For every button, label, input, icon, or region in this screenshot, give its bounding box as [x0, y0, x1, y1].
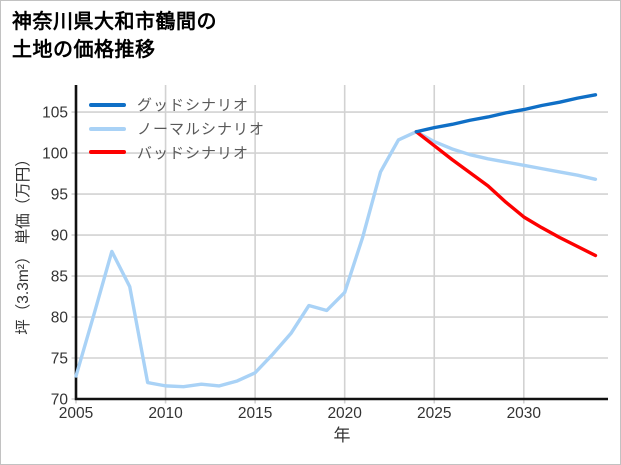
svg-text:2015: 2015: [238, 405, 272, 422]
svg-text:75: 75: [51, 351, 68, 368]
svg-text:2030: 2030: [507, 405, 542, 422]
y-axis-label: 坪（3.3m²） 単価（万円）: [15, 151, 32, 335]
normal-scenario-line-swatch: [89, 126, 126, 131]
svg-text:70: 70: [51, 392, 69, 409]
svg-text:95: 95: [51, 187, 68, 204]
svg-text:80: 80: [51, 310, 69, 327]
legend-item-good-scenario: グッドシナリオ: [89, 93, 265, 117]
legend-item-bad-scenario: バッドシナリオ: [89, 140, 265, 164]
svg-text:105: 105: [42, 105, 68, 122]
chart-title-line1: 神奈川県大和市鶴間の: [12, 11, 217, 33]
svg-text:2020: 2020: [327, 405, 362, 422]
x-axis-label: 年: [333, 426, 351, 445]
svg-text:85: 85: [51, 269, 68, 286]
svg-text:2010: 2010: [148, 405, 183, 422]
svg-text:2025: 2025: [417, 405, 451, 422]
bad-scenario-line-swatch: [89, 150, 126, 155]
chart-title: 神奈川県大和市鶴間の 土地の価格推移: [12, 8, 217, 64]
good-scenario-line-swatch: [89, 102, 126, 107]
legend-label-normal-scenario: ノーマルシナリオ: [137, 121, 266, 139]
svg-text:2005: 2005: [59, 405, 93, 422]
legend-label-bad-scenario: バッドシナリオ: [137, 144, 250, 162]
legend-item-normal-scenario: ノーマルシナリオ: [89, 117, 265, 141]
legend: グッドシナリオ ノーマルシナリオ バッドシナリオ: [89, 93, 265, 164]
chart-title-line2: 土地の価格推移: [12, 39, 156, 61]
svg-text:100: 100: [42, 146, 68, 163]
legend-label-good-scenario: グッドシナリオ: [137, 97, 250, 115]
svg-text:90: 90: [51, 228, 69, 245]
